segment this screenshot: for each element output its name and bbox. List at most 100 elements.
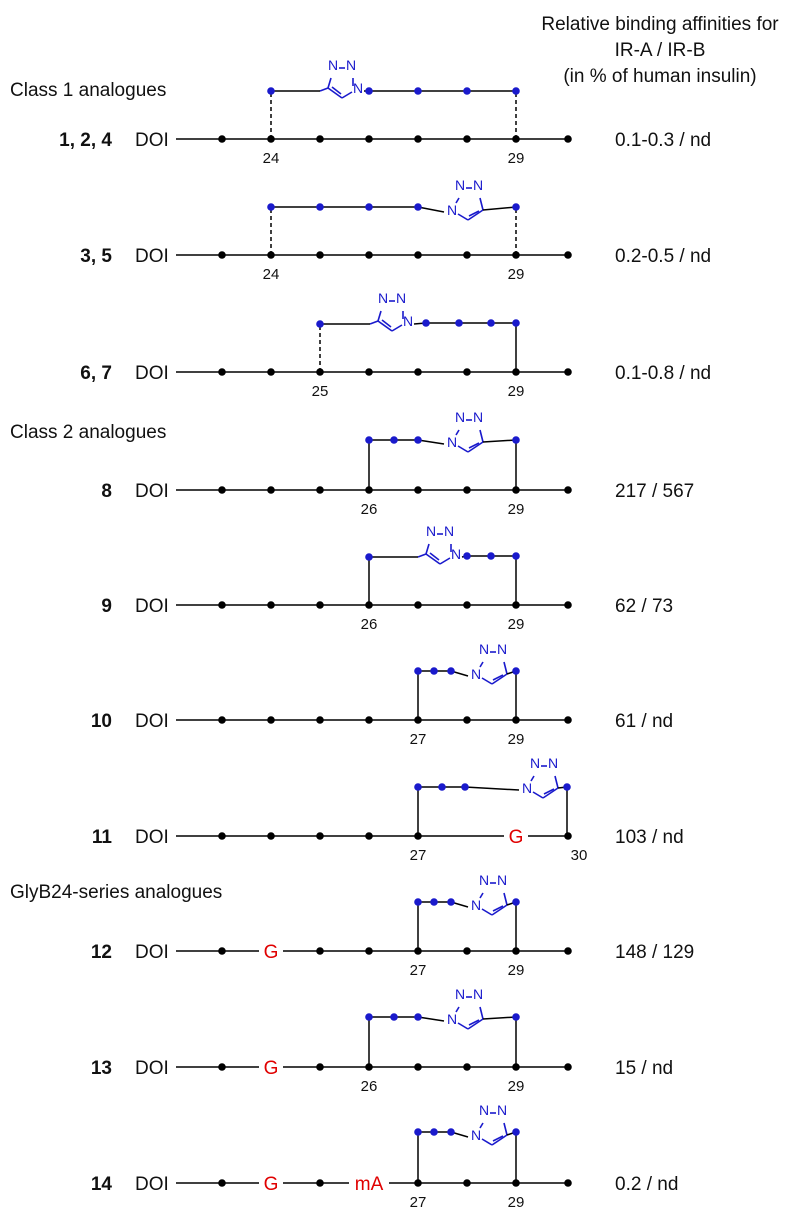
residue-node bbox=[365, 135, 373, 143]
residue-node bbox=[463, 716, 471, 724]
section-title-class-1: Class 1 analogues bbox=[10, 80, 166, 101]
residue-node bbox=[564, 1179, 572, 1187]
compound-label: 9 bbox=[101, 596, 112, 617]
affinity-value: 0.2 / nd bbox=[615, 1174, 678, 1195]
residue-node bbox=[267, 601, 275, 609]
linker-node bbox=[414, 898, 422, 906]
residue-node bbox=[365, 716, 373, 724]
linker-segment bbox=[482, 439, 517, 443]
triazole-atom: N bbox=[522, 780, 532, 796]
position-number: 26 bbox=[361, 616, 378, 633]
linker-node bbox=[430, 1128, 438, 1136]
triazole-atom: N bbox=[396, 290, 406, 306]
linker-node bbox=[316, 203, 324, 211]
triazole-atom: N bbox=[378, 290, 388, 306]
position-number: 27 bbox=[410, 962, 427, 979]
residue-node bbox=[463, 601, 471, 609]
linker-node bbox=[414, 203, 422, 211]
residue-node bbox=[218, 486, 226, 494]
n-terminus-label: DOI bbox=[135, 1174, 169, 1195]
linker-node bbox=[365, 1013, 373, 1021]
linker-node bbox=[414, 1128, 422, 1136]
linker-node bbox=[414, 783, 422, 791]
position-number: 30 bbox=[571, 847, 588, 864]
residue-node bbox=[463, 368, 471, 376]
triazole-atom: N bbox=[473, 986, 483, 1002]
residue-node bbox=[564, 601, 572, 609]
linker-node bbox=[267, 87, 275, 95]
residue-node bbox=[218, 716, 226, 724]
section-title-class-2: Class 2 analogues bbox=[10, 422, 166, 443]
linker-node bbox=[316, 320, 324, 328]
linker-node bbox=[512, 898, 520, 906]
header-line-3: (in % of human insulin) bbox=[563, 66, 756, 87]
triazole-atom: N bbox=[530, 755, 540, 771]
linker-node bbox=[365, 553, 373, 561]
position-number: 27 bbox=[410, 1194, 427, 1207]
residue-node bbox=[316, 1063, 324, 1071]
residue-node bbox=[564, 251, 572, 259]
n-terminus-label: DOI bbox=[135, 827, 169, 848]
triazole-atom: N bbox=[548, 755, 558, 771]
n-terminus-label: DOI bbox=[135, 363, 169, 384]
linker-node bbox=[414, 667, 422, 675]
residue-node bbox=[463, 486, 471, 494]
residue-node bbox=[218, 601, 226, 609]
header-line-2: IR-A / IR-B bbox=[615, 40, 706, 61]
modified-residue-label: G bbox=[264, 1058, 279, 1079]
position-number: 24 bbox=[263, 150, 280, 167]
residue-node bbox=[316, 947, 324, 955]
triazole-atom: N bbox=[479, 872, 489, 888]
linker-node bbox=[461, 783, 469, 791]
n-terminus-label: DOI bbox=[135, 130, 169, 151]
n-terminus-label: DOI bbox=[135, 1058, 169, 1079]
linker-segment bbox=[417, 439, 445, 445]
residue-node bbox=[463, 1063, 471, 1071]
residue-node bbox=[414, 135, 422, 143]
position-number: 25 bbox=[312, 383, 329, 400]
position-number: 29 bbox=[508, 1078, 525, 1095]
affinity-value: 217 / 567 bbox=[615, 481, 694, 502]
header-line-1: Relative binding affinities for bbox=[541, 14, 779, 35]
linker-segment bbox=[417, 206, 445, 213]
residue-node bbox=[564, 716, 572, 724]
residue-node bbox=[414, 601, 422, 609]
residue-node bbox=[414, 251, 422, 259]
linker-node bbox=[512, 203, 520, 211]
linker-node bbox=[414, 87, 422, 95]
n-terminus-label: DOI bbox=[135, 246, 169, 267]
linker-node bbox=[512, 1013, 520, 1021]
triazole-atom: N bbox=[497, 641, 507, 657]
residue-node bbox=[365, 251, 373, 259]
affinity-value: 148 / 129 bbox=[615, 942, 694, 963]
linker-node bbox=[267, 203, 275, 211]
triazole-atom: N bbox=[471, 1127, 481, 1143]
residue-node bbox=[316, 486, 324, 494]
modified-residue-label: G bbox=[264, 1174, 279, 1195]
triazole-atom: N bbox=[451, 546, 461, 562]
linker-node bbox=[447, 1128, 455, 1136]
residue-node bbox=[564, 368, 572, 376]
residue-node bbox=[316, 135, 324, 143]
linker-segment bbox=[417, 1016, 445, 1022]
linker-node bbox=[463, 552, 471, 560]
linker-segment bbox=[482, 1016, 517, 1020]
modified-residue-label: G bbox=[509, 827, 524, 848]
n-terminus-label: DOI bbox=[135, 711, 169, 732]
linker-node bbox=[414, 436, 422, 444]
compound-label: 10 bbox=[91, 711, 112, 732]
residue-node bbox=[218, 1179, 226, 1187]
residue-node bbox=[463, 947, 471, 955]
residue-node bbox=[463, 251, 471, 259]
compound-row: 11 DOI 103 / nd G 27 30 NN N bbox=[92, 755, 684, 864]
linker-node bbox=[487, 319, 495, 327]
n-terminus-label: DOI bbox=[135, 942, 169, 963]
